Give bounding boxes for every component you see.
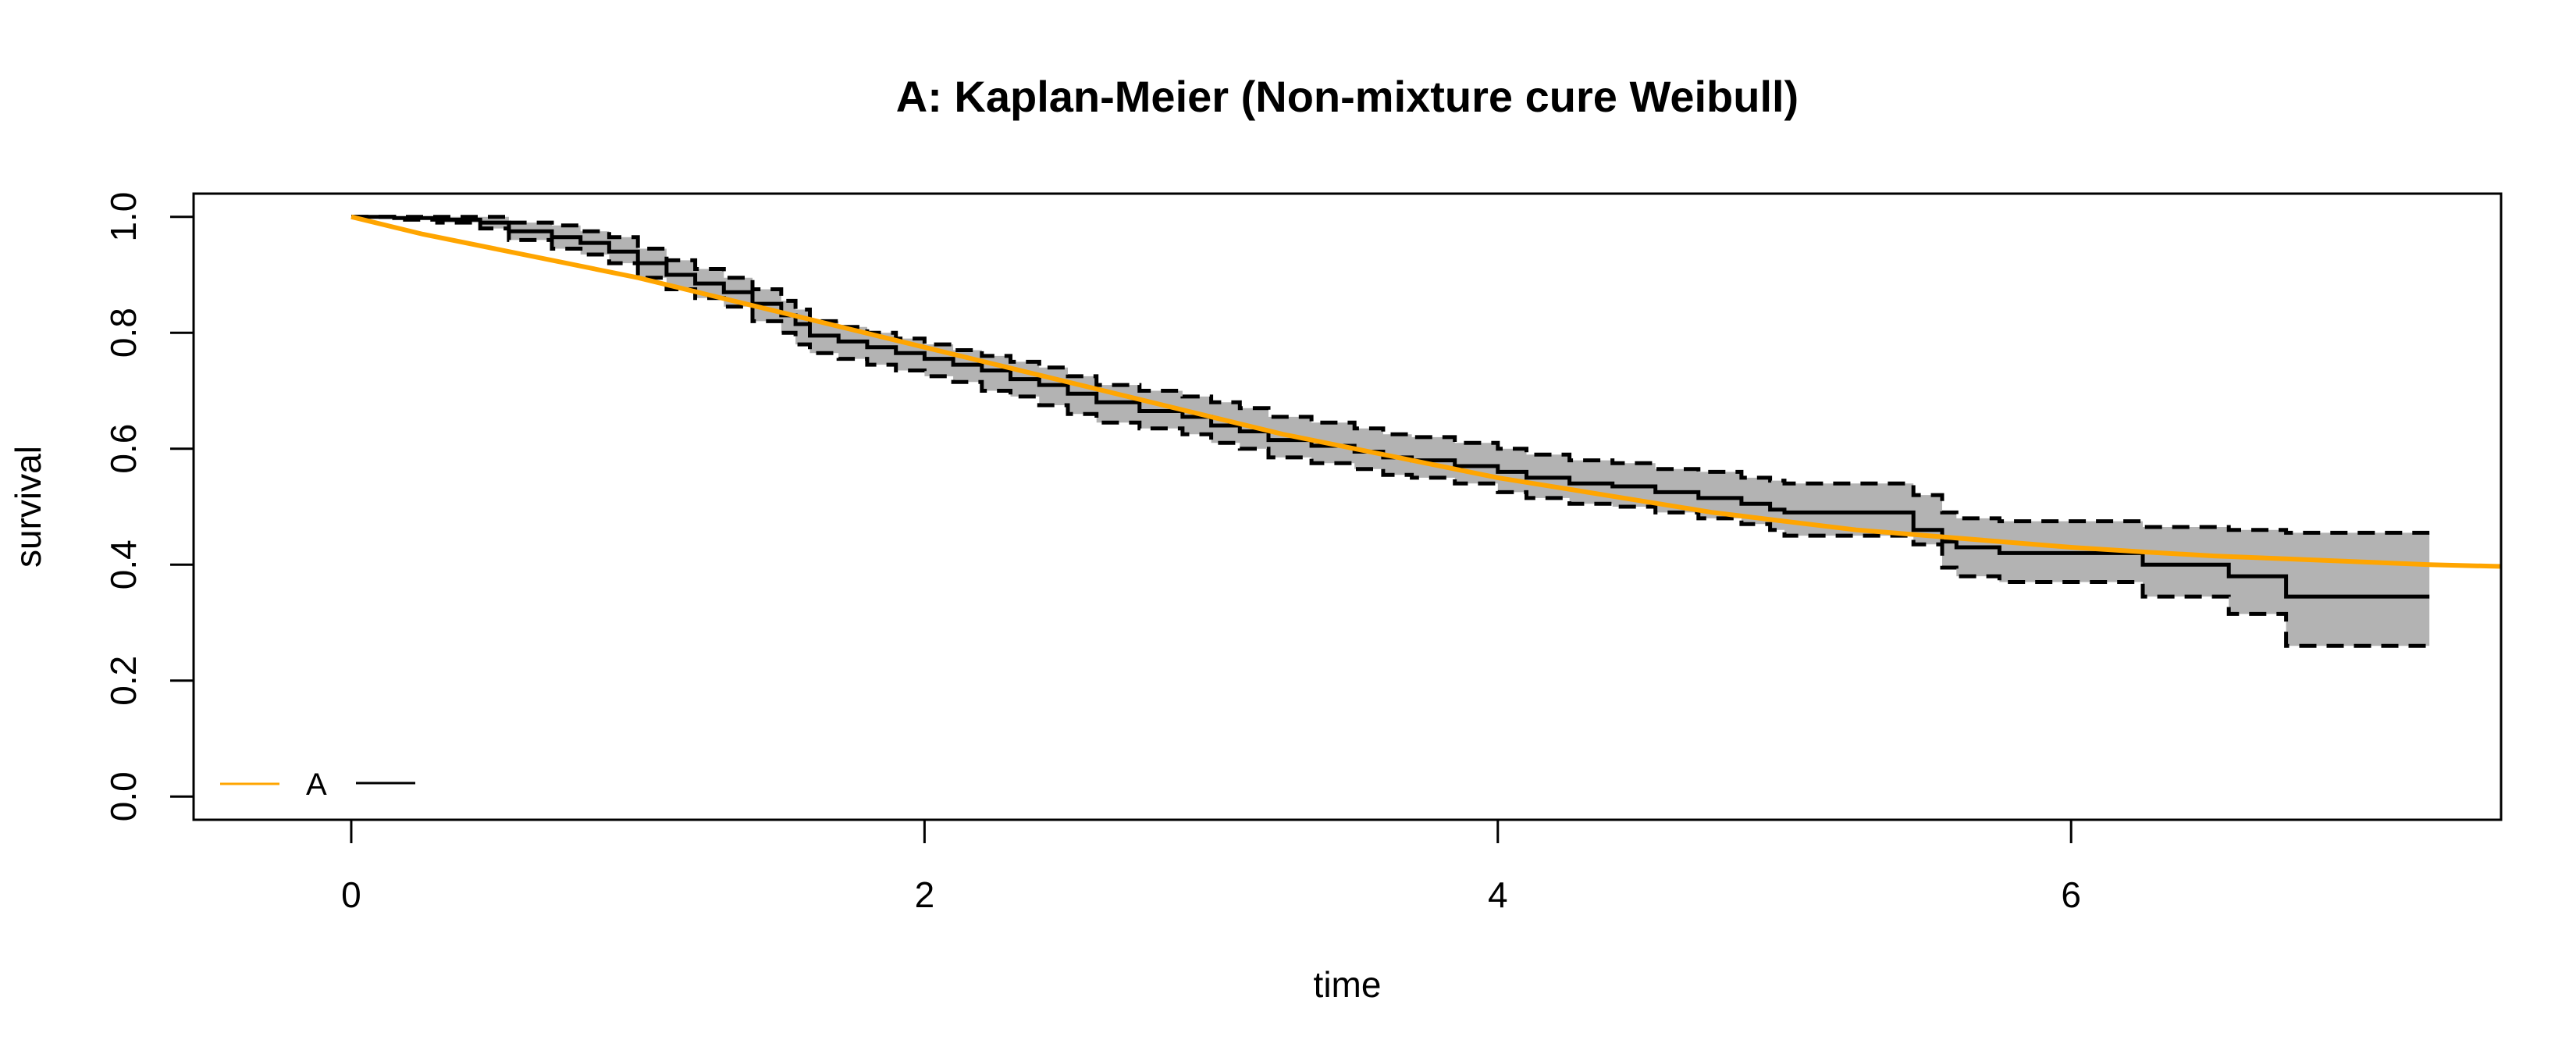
x-tick-label: 0 [341,874,361,915]
y-axis-label: survival [8,446,48,568]
series-layer [350,214,2502,648]
chart-title: A: Kaplan-Meier (Non-mixture cure Weibul… [896,72,1799,121]
km-step-line [351,215,2430,599]
y-tick-label: 0.0 [103,771,144,821]
legend-label: A [306,767,327,802]
legend: A [220,767,415,802]
plot-box [192,192,2503,821]
y-tick-label: 1.0 [103,192,144,242]
x-tick-label: 6 [2061,874,2081,915]
km-lower-ci-line [351,215,2430,648]
x-axis: 0 2 4 6 [341,818,2081,915]
y-tick-label: 0.2 [103,656,144,706]
x-tick-label: 2 [915,874,935,915]
x-tick-label: 4 [1488,874,1508,915]
x-axis-label: time [1314,964,1382,1005]
y-axis: 0.0 0.2 0.4 0.6 0.8 1.0 [103,192,195,821]
y-tick-label: 0.4 [103,539,144,589]
y-tick-label: 0.6 [103,424,144,474]
km-upper-ci-line [351,215,2430,535]
fitted-curve-line [350,214,2502,569]
y-tick-label: 0.8 [103,308,144,358]
